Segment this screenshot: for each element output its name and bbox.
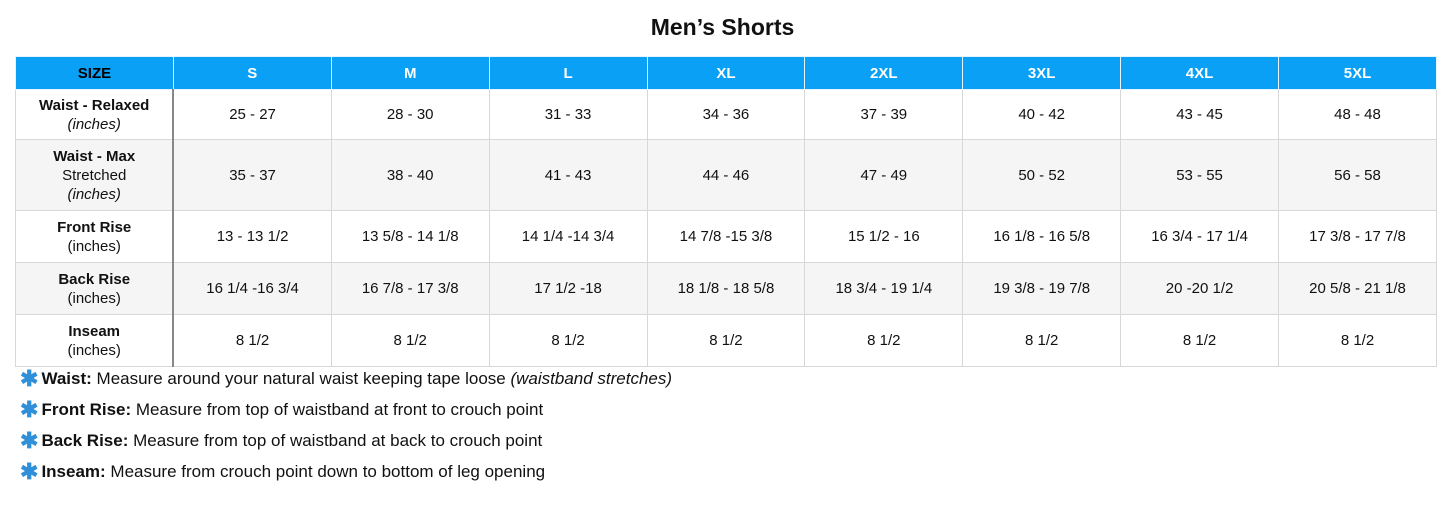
note-item: ✱ Waist: Measure around your natural wais… bbox=[20, 368, 672, 399]
row-label-extra: Stretched bbox=[62, 166, 127, 184]
table-cell: 8 1/2 bbox=[488, 314, 648, 367]
table-cell: 14 7/8 -15 3/8 bbox=[646, 210, 806, 263]
table-cell: 56 - 58 bbox=[1278, 139, 1437, 211]
table-row: Inseam (inches) 8 1/2 8 1/2 8 1/2 8 1/2 8 1/2 8… bbox=[15, 314, 1437, 367]
row-label-unit: (inches) bbox=[67, 289, 121, 307]
table-cell: 53 - 55 bbox=[1120, 139, 1279, 211]
table-cell: 18 1/8 - 18 5/8 bbox=[646, 262, 806, 315]
size-header-m: M bbox=[330, 56, 490, 90]
row-label-unit: (inches) bbox=[67, 237, 121, 255]
row-label-name: Waist - Max bbox=[53, 147, 136, 165]
table-row: Waist - Relaxed (inches) 25 - 27 28 - 30 31 … bbox=[15, 89, 1437, 140]
row-label-name: Front Rise bbox=[57, 218, 132, 236]
measurement-notes: ✱ Waist: Measure around your natural wais… bbox=[20, 368, 672, 492]
table-cell: 41 - 43 bbox=[488, 139, 648, 211]
size-chart-table: SIZE S M L XL 2XL 3XL 4XL 5XL Waist - Relaxed (in… bbox=[15, 56, 1437, 367]
table-row: Waist - Max Stretched (inches) 35 - 37 38 - … bbox=[15, 139, 1437, 211]
table-cell: 8 1/2 bbox=[1120, 314, 1279, 367]
row-label-unit: (inches) bbox=[67, 341, 121, 359]
row-label-name: Waist - Relaxed bbox=[39, 96, 150, 114]
note-text: Measure around your natural waist keepin… bbox=[91, 369, 511, 388]
table-cell: 13 - 13 1/2 bbox=[172, 210, 332, 263]
table-cell: 8 1/2 bbox=[646, 314, 806, 367]
table-cell: 16 1/8 - 16 5/8 bbox=[962, 210, 1122, 263]
asterisk-icon: ✱ bbox=[20, 459, 39, 484]
table-cell: 16 3/4 - 17 1/4 bbox=[1120, 210, 1279, 263]
note-text: Measure from crouch point down to bottom… bbox=[105, 462, 546, 481]
table-cell: 43 - 45 bbox=[1120, 89, 1279, 140]
table-cell: 28 - 30 bbox=[330, 89, 490, 140]
note-term: Front Rise: bbox=[41, 400, 132, 419]
table-cell: 48 - 48 bbox=[1278, 89, 1437, 140]
table-cell: 44 - 46 bbox=[646, 139, 806, 211]
table-cell: 8 1/2 bbox=[1278, 314, 1437, 367]
table-cell: 15 1/2 - 16 bbox=[804, 210, 964, 263]
table-cell: 25 - 27 bbox=[172, 89, 332, 140]
row-label-unit: (inches) bbox=[67, 185, 121, 203]
table-cell: 16 1/4 -16 3/4 bbox=[172, 262, 332, 315]
table-cell: 35 - 37 bbox=[172, 139, 332, 211]
size-header-2xl: 2XL bbox=[804, 56, 964, 90]
table-cell: 14 1/4 -14 3/4 bbox=[488, 210, 648, 263]
row-label: Front Rise (inches) bbox=[15, 210, 175, 263]
size-header-l: L bbox=[488, 56, 648, 90]
note-italic: (waistband stretches) bbox=[510, 369, 673, 388]
table-cell: 38 - 40 bbox=[330, 139, 490, 211]
asterisk-icon: ✱ bbox=[20, 397, 39, 422]
row-label-name: Inseam bbox=[68, 322, 121, 340]
table-cell: 8 1/2 bbox=[330, 314, 490, 367]
page-title: Men’s Shorts bbox=[650, 14, 795, 40]
table-cell: 47 - 49 bbox=[804, 139, 964, 211]
table-cell: 19 3/8 - 19 7/8 bbox=[962, 262, 1122, 315]
table-cell: 34 - 36 bbox=[646, 89, 806, 140]
note-term: Back Rise: bbox=[41, 431, 129, 450]
table-cell: 18 3/4 - 19 1/4 bbox=[804, 262, 964, 315]
size-header-label: SIZE bbox=[15, 56, 174, 90]
table-cell: 20 5/8 - 21 1/8 bbox=[1278, 262, 1437, 315]
table-header-row: SIZE S M L XL 2XL 3XL 4XL 5XL bbox=[15, 56, 1437, 90]
table-row: Front Rise (inches) 13 - 13 1/2 13 5/8 - 14… bbox=[15, 210, 1437, 263]
table-cell: 37 - 39 bbox=[804, 89, 964, 140]
table-cell: 40 - 42 bbox=[962, 89, 1122, 140]
row-label: Waist - Max Stretched (inches) bbox=[15, 139, 175, 211]
size-header-3xl: 3XL bbox=[962, 56, 1122, 90]
table-cell: 13 5/8 - 14 1/8 bbox=[330, 210, 490, 263]
note-item: ✱ Front Rise: Measure from top of waistba… bbox=[20, 399, 672, 430]
table-cell: 8 1/2 bbox=[172, 314, 332, 367]
table-row: Back Rise (inches) 16 1/4 -16 3/4 16 7/8 - … bbox=[15, 262, 1437, 315]
table-cell: 8 1/2 bbox=[804, 314, 964, 367]
note-item: ✱ Inseam: Measure from crouch point down … bbox=[20, 461, 672, 492]
row-label: Inseam (inches) bbox=[15, 314, 175, 367]
size-header-xl: XL bbox=[646, 56, 806, 90]
size-header-s: S bbox=[172, 56, 332, 90]
note-item: ✱ Back Rise: Measure from top of waistban… bbox=[20, 430, 672, 461]
table-cell: 16 7/8 - 17 3/8 bbox=[330, 262, 490, 315]
size-header-5xl: 5XL bbox=[1278, 56, 1437, 90]
note-term: Inseam: bbox=[41, 462, 106, 481]
size-header-4xl: 4XL bbox=[1120, 56, 1279, 90]
row-label-name: Back Rise bbox=[58, 270, 131, 288]
asterisk-icon: ✱ bbox=[20, 428, 39, 453]
row-label: Back Rise (inches) bbox=[15, 262, 175, 315]
asterisk-icon: ✱ bbox=[20, 366, 39, 391]
table-cell: 17 1/2 -18 bbox=[488, 262, 648, 315]
table-cell: 17 3/8 - 17 7/8 bbox=[1278, 210, 1437, 263]
table-cell: 20 -20 1/2 bbox=[1120, 262, 1279, 315]
table-cell: 50 - 52 bbox=[962, 139, 1122, 211]
row-label-unit: (inches) bbox=[67, 115, 121, 133]
row-label: Waist - Relaxed (inches) bbox=[15, 89, 175, 140]
table-cell: 8 1/2 bbox=[962, 314, 1122, 367]
note-text: Measure from top of waistband at front t… bbox=[131, 400, 544, 419]
note-text: Measure from top of waistband at back to… bbox=[128, 431, 543, 450]
table-cell: 31 - 33 bbox=[488, 89, 648, 140]
note-term: Waist: bbox=[41, 369, 92, 388]
